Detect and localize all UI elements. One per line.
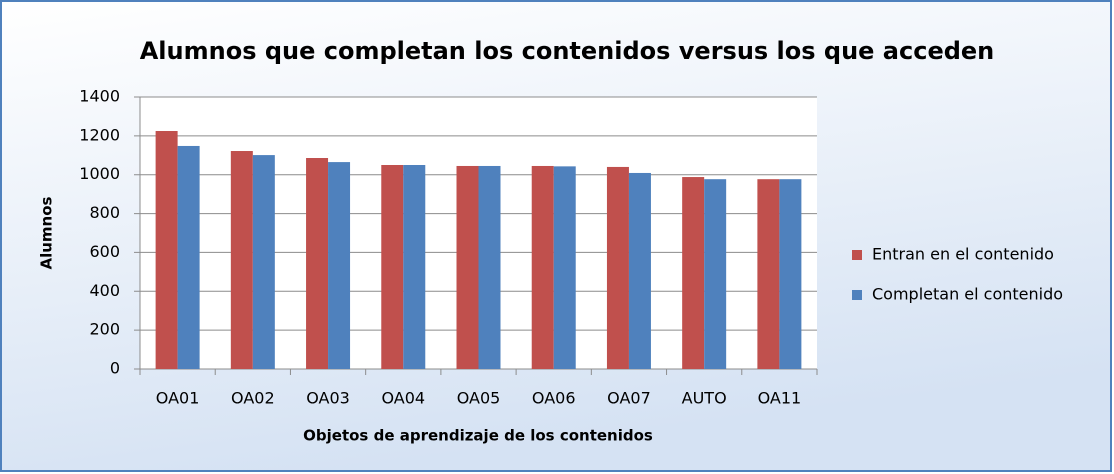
y-tick-label: 800 [89, 203, 120, 222]
y-tick-label: 200 [89, 320, 120, 339]
chart-title: Alumnos que completan los contenidos ver… [140, 37, 995, 65]
x-axis-title: Objetos de aprendizaje de los contenidos [303, 427, 653, 445]
bar [606, 166, 629, 369]
x-tick-label: OA04 [381, 389, 425, 408]
legend-label: Entran en el contenido [872, 245, 1054, 264]
x-tick-label: OA11 [758, 389, 802, 408]
y-tick-label: 400 [89, 281, 120, 300]
bar [328, 162, 351, 369]
y-tick-label: 1000 [79, 164, 120, 183]
x-tick-label: OA03 [306, 389, 350, 408]
x-tick-label: OA07 [607, 389, 651, 408]
x-tick-label: OA01 [156, 389, 200, 408]
y-tick-label: 1400 [79, 87, 120, 106]
bar [456, 165, 479, 369]
x-tick-label: AUTO [682, 389, 727, 408]
x-tick-label: OA02 [231, 389, 275, 408]
bar [682, 177, 705, 369]
bar [478, 165, 501, 369]
y-tick-label: 1200 [79, 125, 120, 144]
x-tick-label: OA06 [532, 389, 576, 408]
legend-swatch [852, 250, 862, 260]
bar [531, 165, 554, 369]
y-axis-title: Alumnos [38, 196, 56, 269]
bar [306, 158, 329, 369]
legend-label: Completan el contenido [872, 285, 1063, 304]
legend-swatch [852, 290, 862, 300]
bar [155, 131, 178, 369]
bar [381, 165, 404, 369]
y-tick-label: 600 [89, 242, 120, 261]
bar [553, 166, 576, 369]
bar [177, 145, 200, 369]
x-tick-label: OA05 [457, 389, 501, 408]
y-tick-label: 0 [110, 359, 120, 378]
bar [230, 151, 253, 369]
bar [704, 179, 727, 369]
bar [252, 155, 275, 369]
bar [403, 165, 426, 369]
bar [757, 179, 780, 369]
bar [628, 172, 651, 369]
bar [779, 179, 802, 369]
